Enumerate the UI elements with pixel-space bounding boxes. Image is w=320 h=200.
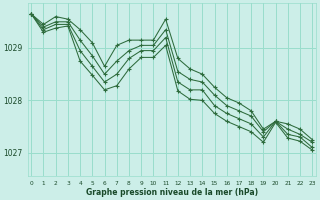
X-axis label: Graphe pression niveau de la mer (hPa): Graphe pression niveau de la mer (hPa) (86, 188, 258, 197)
